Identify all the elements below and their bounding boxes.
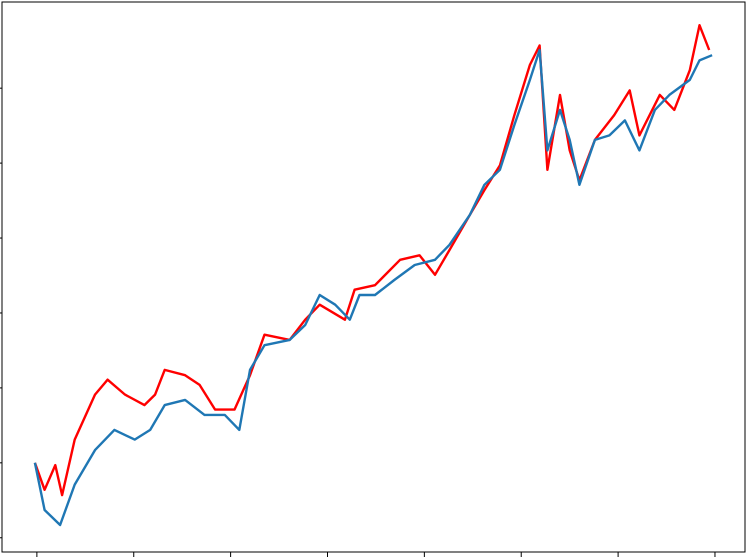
series-line (33, 48, 713, 527)
series-line (33, 24, 711, 497)
